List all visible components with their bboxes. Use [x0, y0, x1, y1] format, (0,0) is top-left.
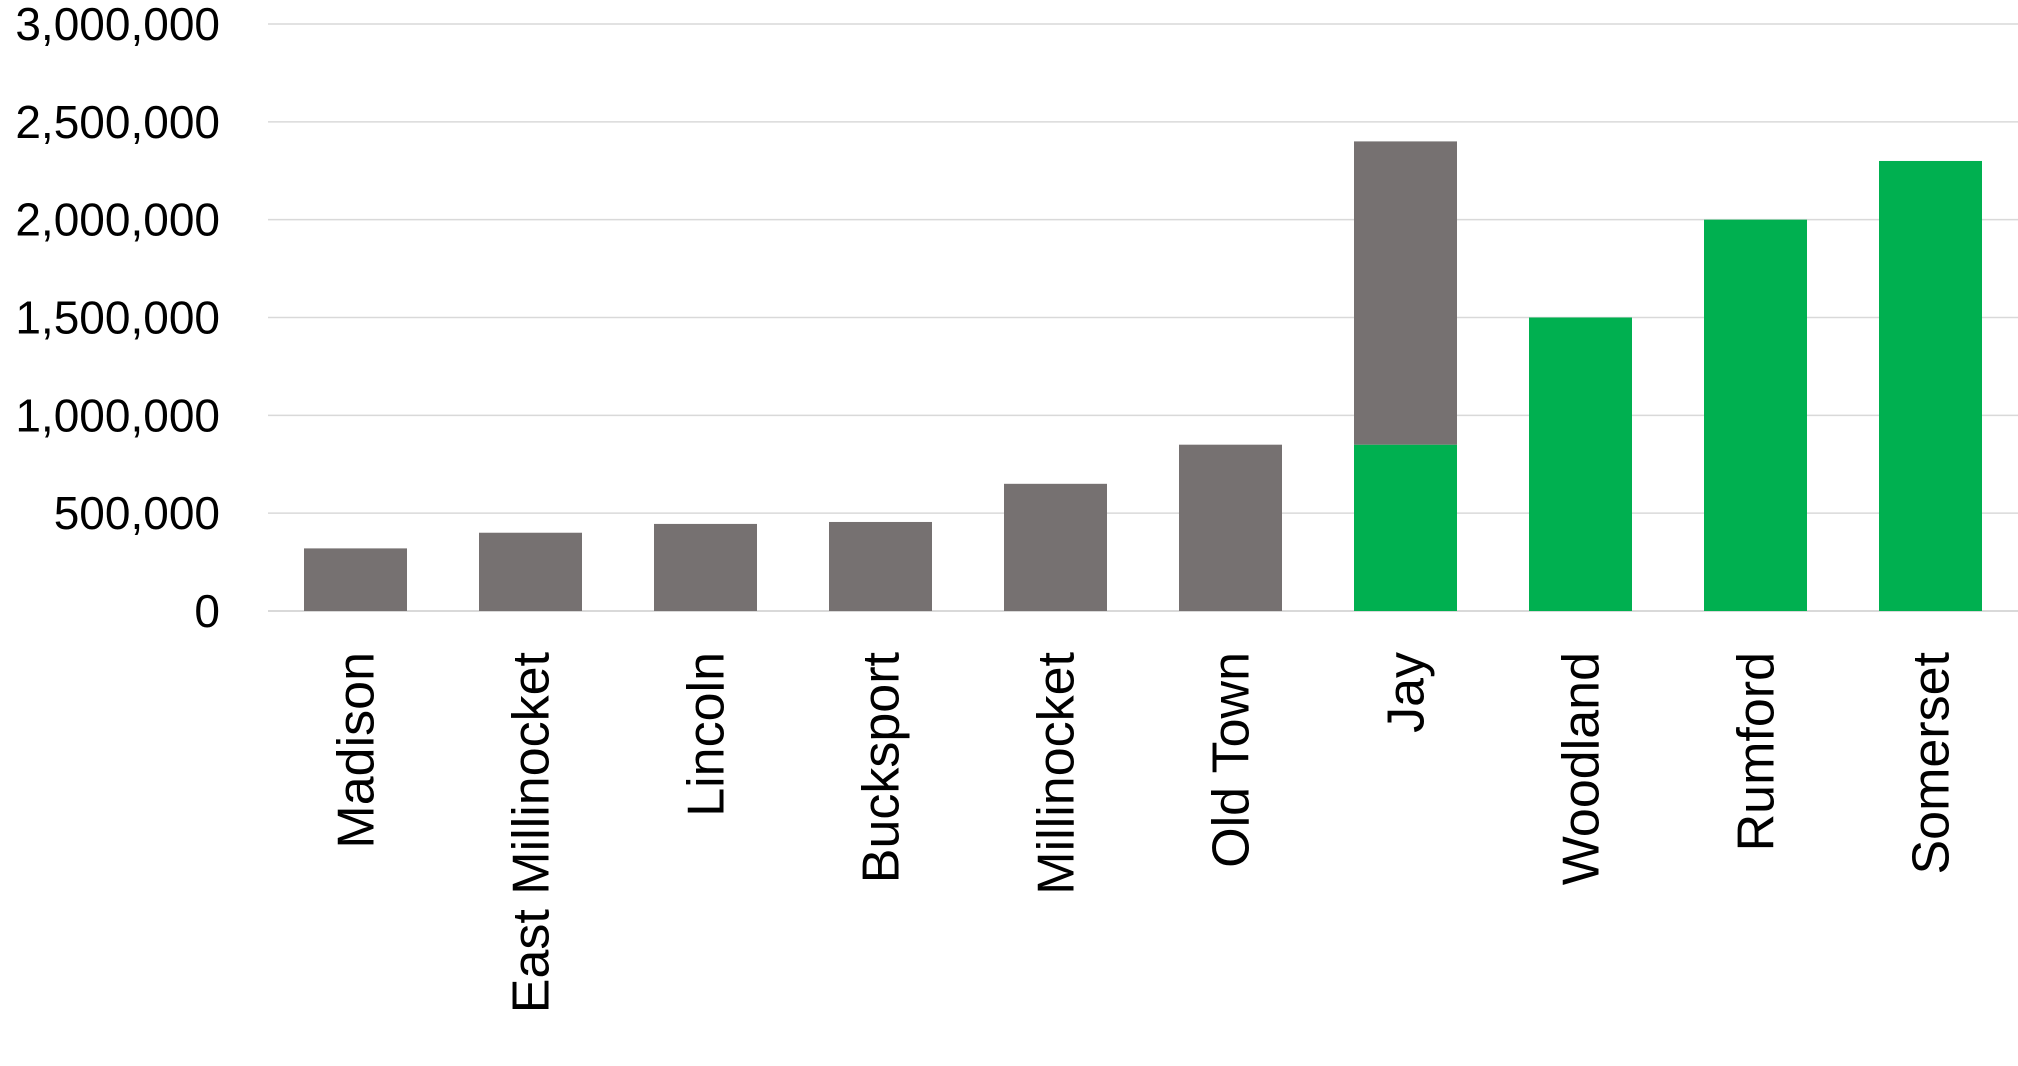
bar	[1879, 160, 1982, 611]
y-tick-label: 2,500,000	[15, 96, 220, 148]
x-category-label: Rumford	[1728, 652, 1786, 851]
bar	[829, 521, 932, 611]
y-tick-label: 3,000,000	[15, 0, 220, 50]
y-axis-tick-labels: 0 500,000 1,000,000 1,500,000 2,000,000 2,500…	[15, 0, 220, 637]
bar	[1354, 141, 1457, 445]
bar	[654, 523, 757, 611]
x-category-label: East Millinocket	[503, 651, 561, 1013]
x-category-label: Madison	[328, 652, 386, 849]
x-category-label: Bucksport	[853, 651, 911, 883]
x-category-label: Woodland	[1553, 652, 1611, 885]
bar	[304, 548, 407, 611]
bar	[1354, 444, 1457, 611]
y-tick-label: 2,000,000	[15, 194, 220, 246]
x-category-label: Millinocket	[1028, 651, 1086, 894]
x-category-label: Jay	[1378, 652, 1436, 733]
bar	[1704, 219, 1807, 611]
x-category-label: Somerset	[1903, 651, 1961, 874]
bars	[304, 141, 1982, 611]
y-tick-label: 0	[194, 585, 220, 637]
bar	[1179, 444, 1282, 611]
y-tick-label: 1,000,000	[15, 389, 220, 441]
x-axis-category-labels: Madison East Millinocket Lincoln Bucksport M…	[328, 651, 1961, 1013]
y-tick-label: 1,500,000	[15, 292, 220, 344]
x-category-label: Old Town	[1203, 652, 1261, 868]
bar	[479, 532, 582, 611]
x-category-label: Lincoln	[678, 652, 736, 817]
bar	[1004, 483, 1107, 611]
bar	[1529, 317, 1632, 611]
y-tick-label: 500,000	[54, 487, 220, 539]
